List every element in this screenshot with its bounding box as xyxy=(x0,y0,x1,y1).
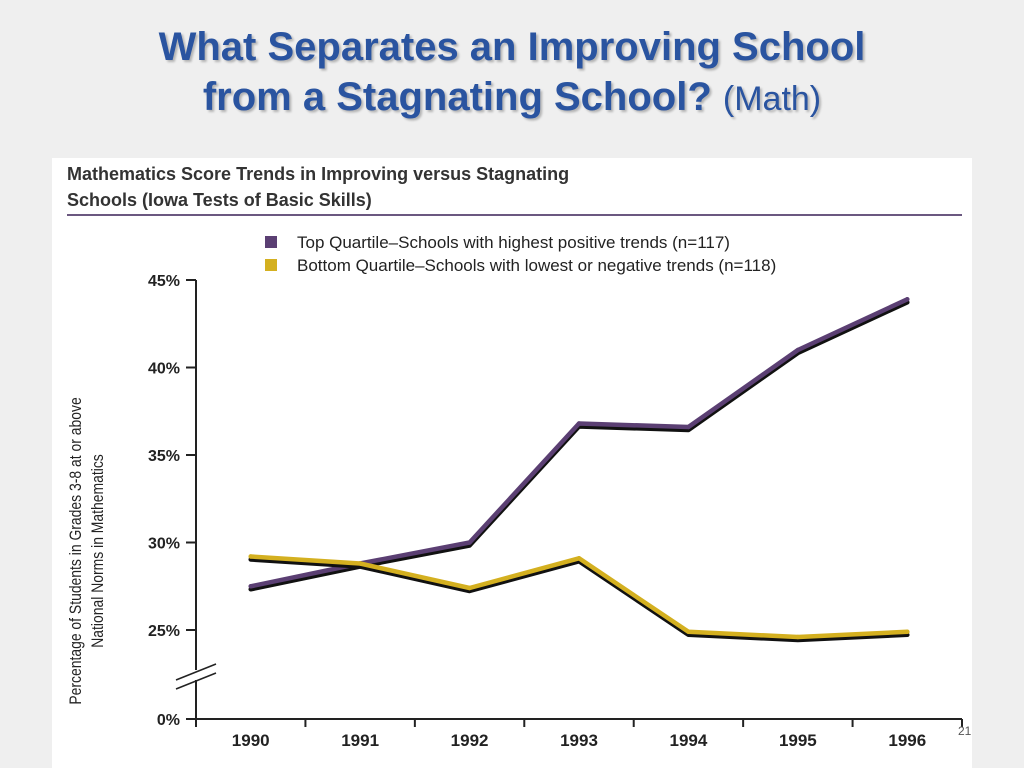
series-1-point xyxy=(357,561,363,566)
series-0-point xyxy=(248,584,253,589)
slide-title-line1: What Separates an Improving School xyxy=(158,25,866,69)
y-tick-label: 40% xyxy=(148,361,180,378)
y-tick-label: 30% xyxy=(148,536,180,553)
slide-title-line2: from a Stagnating School? xyxy=(202,75,712,119)
series-1-point xyxy=(686,629,691,634)
x-tick-label: 1994 xyxy=(670,731,708,750)
y-axis-label-line2: National Norms in Mathematics xyxy=(89,454,108,648)
legend-label-1: Bottom Quartile–Schools with lowest or n… xyxy=(297,256,776,275)
series-1-point xyxy=(905,629,910,634)
series-0-point xyxy=(576,421,582,426)
legend-swatch-0 xyxy=(265,236,277,248)
y-axis-label-line1: Percentage of Students in Grades 3-8 at … xyxy=(67,397,86,704)
chart-series xyxy=(248,297,910,643)
series-1-point xyxy=(576,556,582,561)
y-tick-label: 0% xyxy=(157,712,180,729)
x-tick-label: 1990 xyxy=(232,731,270,750)
legend-label-0: Top Quartile–Schools with highest positi… xyxy=(297,233,730,252)
series-0-line xyxy=(248,297,910,589)
series-0-point xyxy=(905,297,910,302)
x-tick-label: 1996 xyxy=(888,731,926,750)
chart-figure: Mathematics Score Trends in Improving ve… xyxy=(52,158,972,768)
series-1-point xyxy=(795,634,801,640)
series-1-shadow-line xyxy=(248,557,910,643)
series-0-point xyxy=(795,347,801,353)
legend-swatch-1 xyxy=(265,259,277,271)
slide-title: What Separates an Improving School from … xyxy=(0,22,1024,124)
x-tick-label: 1993 xyxy=(560,731,598,750)
series-1-point xyxy=(467,585,472,591)
series-1-point xyxy=(248,554,253,559)
y-tick-label: 45% xyxy=(148,273,180,290)
chart-axes: 0% 25% 30% 35% 40% 45% 1990 1991 1992 1993 1994 199… xyxy=(148,273,963,750)
y-axis-break-mark-1 xyxy=(175,663,217,681)
x-tick-label: 1991 xyxy=(341,731,379,750)
y-tick-label: 35% xyxy=(148,448,180,465)
chart-legend: Top Quartile–Schools with highest positi… xyxy=(265,233,776,275)
series-0-point xyxy=(686,424,691,430)
series-0-point xyxy=(467,540,472,545)
chart-title-line1: Mathematics Score Trends in Improving ve… xyxy=(67,164,569,184)
y-axis-break-mark-2 xyxy=(175,672,217,690)
x-tick-label: 1992 xyxy=(451,731,489,750)
line-chart: Mathematics Score Trends in Improving ve… xyxy=(67,164,963,750)
page-number: 21 xyxy=(958,724,972,738)
x-tick-label: 1995 xyxy=(779,731,817,750)
chart-title-line2: Schools (Iowa Tests of Basic Skills) xyxy=(67,190,372,210)
y-tick-label: 25% xyxy=(148,623,180,640)
slide-title-subject: (Math) xyxy=(722,80,822,118)
